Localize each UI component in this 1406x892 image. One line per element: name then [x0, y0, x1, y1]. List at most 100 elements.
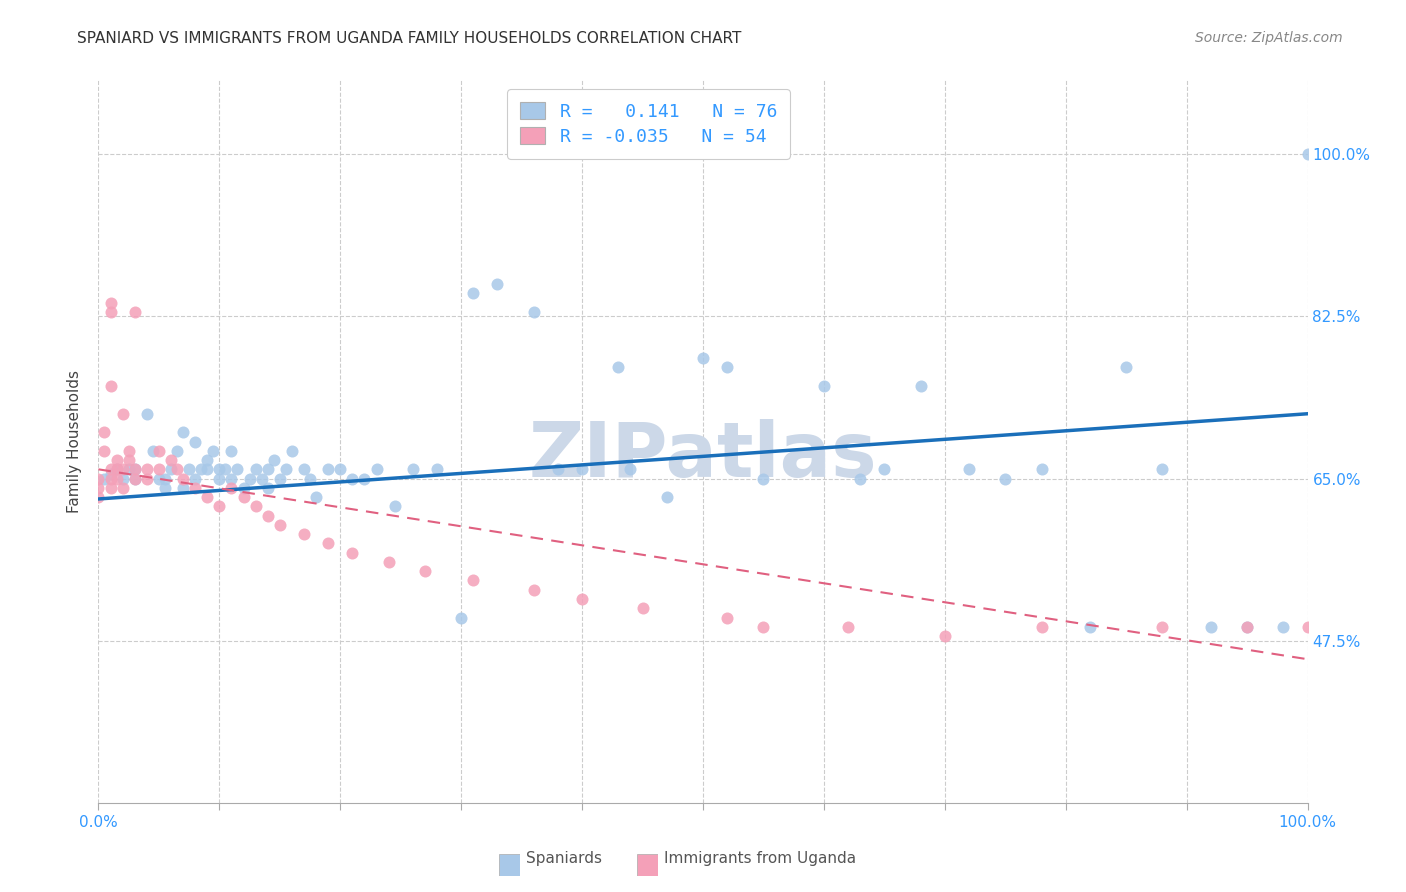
- Point: [190, 462, 212, 476]
- Point: [752, 472, 775, 486]
- Point: [166, 462, 188, 476]
- Point: [135, 462, 157, 476]
- Point: [1296, 147, 1319, 161]
- Point: [292, 527, 315, 541]
- Point: [299, 472, 322, 486]
- Point: [716, 360, 738, 375]
- Point: [172, 425, 194, 440]
- Legend: R =   0.141   N = 76, R = -0.035   N = 54: R = 0.141 N = 76, R = -0.035 N = 54: [508, 89, 790, 159]
- Point: [93, 443, 115, 458]
- Point: [342, 546, 364, 560]
- Point: [124, 472, 146, 486]
- Point: [269, 517, 291, 532]
- Point: [160, 453, 183, 467]
- Point: [426, 462, 449, 476]
- Point: [195, 462, 218, 476]
- Point: [1236, 620, 1258, 634]
- Point: [994, 472, 1017, 486]
- Point: [245, 500, 267, 514]
- Point: [1272, 620, 1295, 634]
- Point: [813, 379, 835, 393]
- Point: [366, 462, 388, 476]
- Point: [384, 500, 406, 514]
- Point: [100, 481, 122, 495]
- Point: [316, 536, 339, 550]
- Text: Source: ZipAtlas.com: Source: ZipAtlas.com: [1195, 31, 1343, 45]
- Point: [256, 462, 278, 476]
- Point: [463, 286, 485, 301]
- Point: [100, 467, 122, 481]
- Point: [463, 574, 485, 588]
- Point: [148, 462, 170, 476]
- Point: [232, 490, 254, 504]
- Point: [619, 462, 641, 476]
- Point: [450, 610, 472, 624]
- Point: [160, 462, 183, 476]
- Point: [226, 462, 249, 476]
- Point: [124, 462, 146, 476]
- Point: [100, 305, 122, 319]
- Point: [342, 472, 364, 486]
- Point: [87, 481, 110, 495]
- Point: [100, 379, 122, 393]
- Point: [523, 582, 546, 597]
- Point: [153, 481, 176, 495]
- Point: [124, 462, 146, 476]
- Point: [547, 462, 569, 476]
- Point: [1031, 462, 1053, 476]
- Point: [1078, 620, 1101, 634]
- Point: [184, 481, 207, 495]
- Point: [135, 407, 157, 421]
- Point: [239, 472, 262, 486]
- Point: [208, 472, 231, 486]
- Point: [256, 508, 278, 523]
- Point: [1236, 620, 1258, 634]
- Point: [413, 564, 436, 578]
- Point: [202, 443, 225, 458]
- Point: [148, 443, 170, 458]
- Point: [274, 462, 297, 476]
- Point: [100, 472, 122, 486]
- Point: [692, 351, 714, 366]
- Point: [250, 472, 273, 486]
- Point: [172, 472, 194, 486]
- Text: Immigrants from Uganda: Immigrants from Uganda: [664, 852, 856, 866]
- Point: [752, 620, 775, 634]
- Point: [1115, 360, 1137, 375]
- Point: [184, 434, 207, 449]
- Point: [105, 453, 128, 467]
- Point: [957, 462, 980, 476]
- Point: [221, 443, 243, 458]
- Point: [571, 592, 593, 607]
- Point: [837, 620, 859, 634]
- Point: [256, 481, 278, 495]
- Point: [1152, 462, 1174, 476]
- Point: [111, 481, 134, 495]
- Point: [118, 462, 141, 476]
- Point: [179, 462, 201, 476]
- Point: [353, 472, 375, 486]
- Point: [111, 462, 134, 476]
- Point: [281, 443, 304, 458]
- Point: [105, 472, 128, 486]
- Point: [87, 490, 110, 504]
- Point: [571, 462, 593, 476]
- Point: [172, 481, 194, 495]
- Point: [195, 490, 218, 504]
- Point: [1296, 620, 1319, 634]
- Point: [523, 305, 546, 319]
- Point: [316, 462, 339, 476]
- Point: [910, 379, 932, 393]
- Point: [607, 360, 630, 375]
- Point: [195, 453, 218, 467]
- Point: [486, 277, 509, 291]
- Point: [655, 490, 678, 504]
- Point: [111, 472, 134, 486]
- Point: [292, 462, 315, 476]
- Point: [166, 443, 188, 458]
- Point: [135, 472, 157, 486]
- Point: [214, 462, 236, 476]
- Point: [208, 462, 231, 476]
- Point: [124, 472, 146, 486]
- Point: [716, 610, 738, 624]
